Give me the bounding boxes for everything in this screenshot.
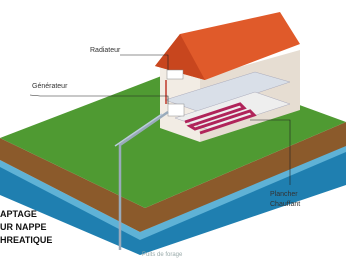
label-radiateur: Radiateur xyxy=(90,47,121,54)
label-captage: APTAGE xyxy=(0,209,37,219)
label-puits: Puits de forage xyxy=(142,252,183,258)
label-captage: HREATIQUE xyxy=(0,235,52,245)
diagram: Radiateur Générateur Plancher Chauffant … xyxy=(0,0,346,260)
label-plancher: Chauffant xyxy=(270,201,300,208)
radiator xyxy=(167,70,183,79)
label-captage: UR NAPPE xyxy=(0,222,47,232)
generator xyxy=(168,104,184,116)
label-generateur: Générateur xyxy=(32,83,68,90)
label-plancher: Plancher xyxy=(270,191,298,198)
